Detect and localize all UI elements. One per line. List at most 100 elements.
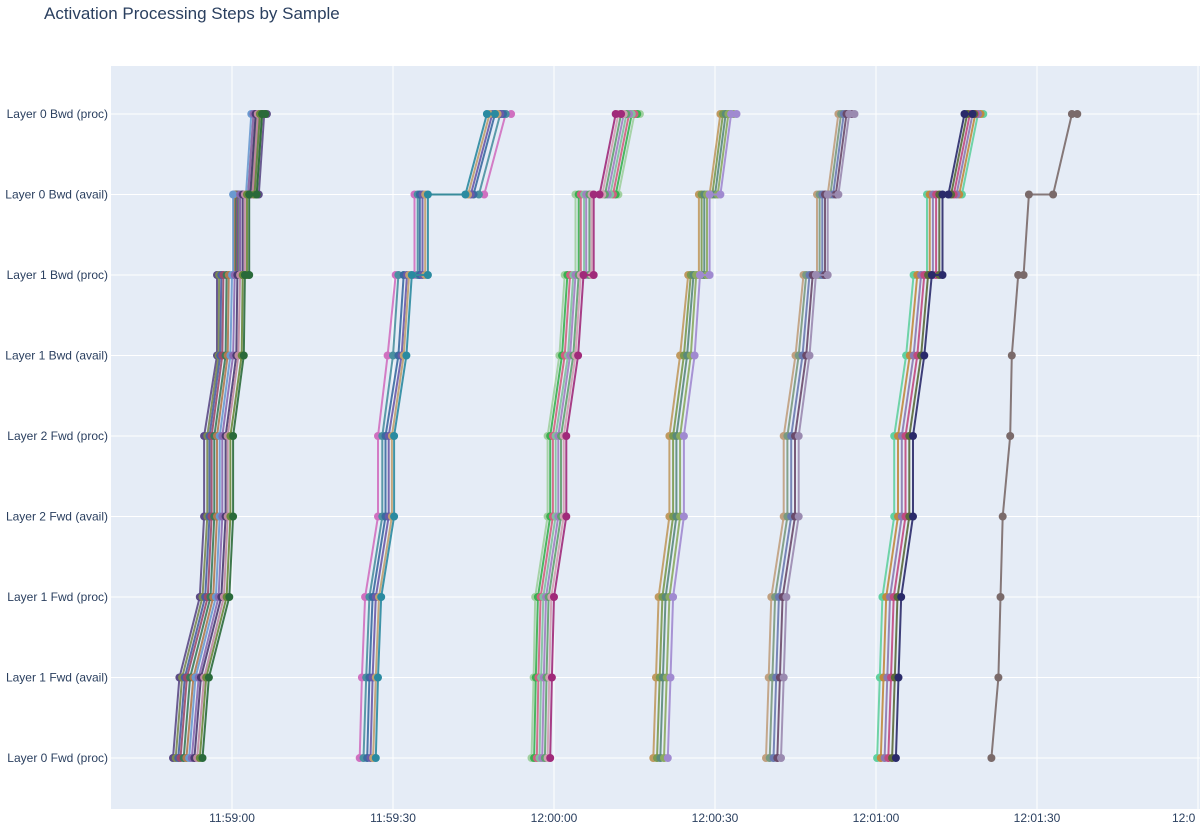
data-point [779, 673, 788, 682]
y-tick-label: Layer 0 Bwd (avail) [5, 188, 108, 202]
series-layer [169, 110, 1082, 762]
data-point [679, 512, 688, 521]
series-line [879, 113, 981, 759]
series-line [768, 113, 847, 759]
data-point [1019, 271, 1028, 279]
data-point [374, 673, 382, 682]
data-point [920, 351, 929, 360]
series-line [190, 113, 257, 759]
series-line [538, 113, 632, 759]
series-line [188, 113, 255, 759]
data-point [1006, 432, 1015, 440]
series-line [369, 113, 501, 759]
data-point [225, 593, 234, 601]
data-point [423, 190, 432, 199]
series-line [666, 113, 737, 759]
data-point [823, 190, 832, 199]
series-line [543, 113, 627, 759]
series-line [541, 113, 630, 759]
data-point [823, 271, 832, 279]
series-line [172, 113, 267, 759]
data-point [909, 432, 917, 440]
y-tick-label: Layer 1 Bwd (proc) [7, 268, 108, 282]
series-line [776, 113, 852, 759]
x-tick-label: 12:01:00 [853, 811, 900, 825]
data-point [1024, 190, 1033, 199]
data-point [1073, 110, 1082, 118]
y-tick-label: Layer 0 Bwd (proc) [7, 107, 108, 121]
series-line [374, 113, 495, 759]
series-line [883, 113, 978, 759]
data-point [229, 432, 238, 440]
data-point [794, 512, 803, 521]
series-line [990, 113, 1078, 759]
data-point [204, 673, 213, 682]
data-point [589, 190, 598, 199]
x-tick-label: 11:59:00 [209, 811, 255, 825]
data-point [617, 110, 626, 118]
data-point [550, 593, 558, 601]
data-point [850, 110, 859, 118]
data-point [927, 271, 936, 279]
data-point [891, 754, 900, 762]
data-point [377, 593, 386, 601]
data-point [998, 512, 1007, 521]
series-line [535, 113, 635, 759]
y-tick-label: Layer 2 Fwd (proc) [7, 429, 108, 443]
data-point [589, 271, 598, 279]
data-point [229, 512, 238, 521]
data-point [546, 754, 555, 762]
series-line [533, 113, 638, 759]
data-point [716, 190, 725, 199]
series-line [891, 113, 975, 759]
series-line [656, 113, 729, 759]
series-line [198, 113, 264, 759]
data-point [229, 190, 238, 199]
y-tick-label: Layer 0 Fwd (proc) [7, 751, 108, 765]
data-point [562, 432, 571, 440]
y-tick-label: Layer 1 Bwd (avail) [5, 349, 108, 363]
data-point [897, 593, 906, 601]
series-line [659, 113, 732, 759]
data-point [690, 351, 699, 360]
series-line [652, 113, 726, 759]
data-point [782, 593, 791, 601]
data-point [987, 754, 996, 762]
data-point [960, 110, 969, 118]
series-line [372, 113, 498, 759]
data-point [994, 673, 1003, 682]
data-point [834, 190, 843, 199]
y-tick-labels: Layer 0 Fwd (proc) Layer 1 Fwd (avail) Lay… [5, 107, 108, 765]
series-line [663, 113, 734, 759]
data-point [407, 271, 416, 279]
series-line [765, 113, 844, 759]
data-point [390, 512, 399, 521]
chart-title: Activation Processing Steps by Sample [44, 4, 340, 23]
series-line [201, 113, 266, 759]
data-point [482, 110, 491, 118]
data-point [461, 190, 470, 199]
series-line [366, 113, 503, 759]
data-point [968, 110, 977, 118]
data-point [666, 673, 675, 682]
data-point [732, 110, 741, 118]
data-point [669, 593, 678, 601]
data-point [562, 512, 571, 521]
series-line [894, 113, 973, 759]
data-point [390, 432, 399, 440]
x-tick-label: 11:59:30 [370, 811, 416, 825]
data-point [1007, 351, 1016, 360]
series-line [772, 113, 850, 759]
series-line [362, 113, 506, 759]
data-point [705, 271, 714, 279]
data-point [938, 190, 947, 199]
y-tick-label: Layer 1 Fwd (proc) [7, 590, 108, 604]
data-point [777, 754, 785, 762]
y-tick-label: Layer 1 Fwd (avail) [6, 671, 108, 685]
data-point [938, 271, 947, 279]
data-point [491, 110, 499, 118]
series-line [546, 113, 624, 759]
data-point [402, 351, 411, 360]
data-point [679, 432, 688, 440]
